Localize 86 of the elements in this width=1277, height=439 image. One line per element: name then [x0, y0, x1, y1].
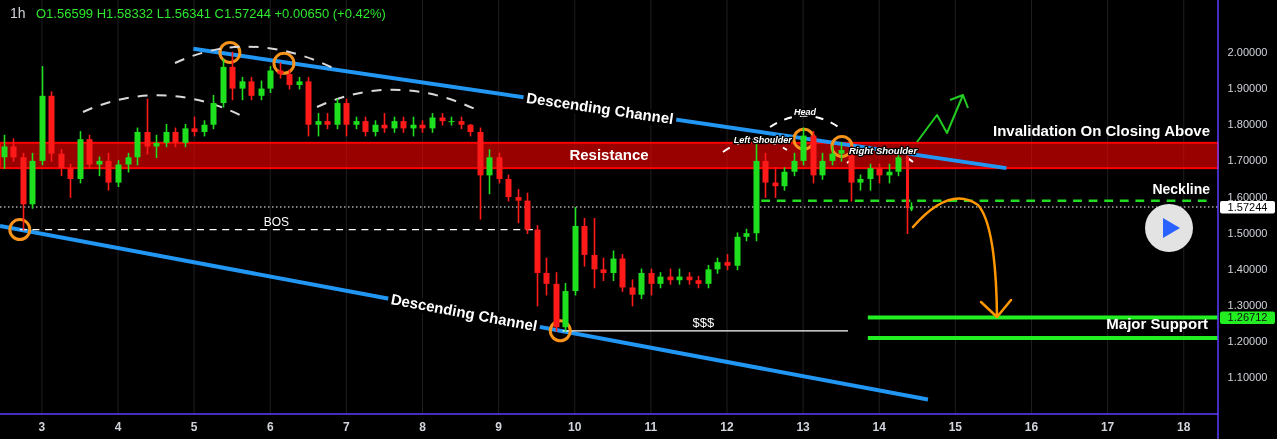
candlestick [105, 152, 112, 191]
candlestick [486, 149, 493, 195]
x-tick-label: 10 [568, 420, 582, 434]
candlestick [258, 80, 265, 101]
candlestick [648, 268, 655, 296]
point [218, 40, 242, 64]
candlestick [286, 69, 293, 90]
candlestick [58, 149, 65, 177]
y-tick-label: 2.00000 [1227, 45, 1268, 58]
candlestick [838, 142, 845, 162]
y-tick-label: 1.90000 [1227, 82, 1268, 95]
candlestick [125, 152, 132, 173]
candlestick [496, 152, 503, 184]
candlestick [163, 123, 170, 148]
candlestick [210, 95, 217, 130]
x-tick-label: 15 [948, 420, 963, 434]
x-tick-label: 9 [495, 420, 503, 434]
candlestick [705, 264, 712, 289]
candlestick [600, 257, 607, 282]
chart-title: 1h [10, 5, 26, 21]
x-tick-label: 3 [38, 420, 46, 434]
y-tick-label: 1.50000 [1227, 226, 1268, 239]
candlestick [829, 145, 836, 166]
candlestick [781, 167, 788, 191]
candlestick [610, 250, 617, 282]
candlestick [791, 152, 798, 177]
candlestick [267, 66, 274, 93]
annotation: Major Support [1106, 315, 1208, 332]
candlestick [867, 163, 874, 191]
candlestick [343, 98, 350, 137]
candlestick [191, 116, 198, 137]
candlestick [819, 152, 826, 180]
x-tick-label: 6 [266, 420, 274, 434]
candlestick [638, 268, 645, 300]
x-tick-label: 11 [644, 420, 658, 434]
x-tick-label: 18 [1177, 420, 1191, 434]
x-tick-label: 5 [190, 420, 198, 434]
y-tick-label: 1.20000 [1227, 335, 1268, 348]
point [272, 51, 296, 75]
x-tick-label: 16 [1024, 420, 1039, 434]
y-tick-label: 1.70000 [1227, 154, 1268, 167]
candlestick [248, 76, 255, 101]
annotation: Invalidation On Closing Above [993, 122, 1210, 139]
x-tick-label: 8 [419, 420, 427, 434]
annotation: Head [793, 107, 817, 117]
x-tick-label: 4 [114, 420, 122, 434]
candlestick [67, 163, 74, 198]
candlestick [315, 113, 322, 137]
text: O1.56599 H1.58332 L1.56341 C1.57244 +0.00650 (+0.42%) [36, 6, 386, 21]
candlestick [629, 279, 636, 307]
x-tick-label: 12 [720, 420, 734, 434]
candlestick [239, 76, 246, 101]
candlestick [96, 156, 103, 177]
y-tick-label: 1.40000 [1227, 262, 1268, 275]
y-tick-label: 1.30000 [1227, 299, 1268, 312]
candlestick [515, 189, 522, 224]
data-label: 1.26712 [1227, 311, 1268, 324]
candlestick [362, 116, 369, 137]
annotation: Right Shoulder [849, 144, 919, 156]
ref-line-label: 1.57244 [1227, 201, 1268, 214]
candlestick [144, 98, 151, 155]
y-tick-label: 1.80000 [1227, 118, 1268, 131]
candlestick [505, 174, 512, 202]
band-label: Resistance [569, 146, 649, 164]
candlestick [762, 152, 769, 198]
candlestick [229, 51, 236, 101]
candlestick [115, 160, 122, 188]
y-tick-label: 1.10000 [1227, 371, 1268, 384]
annotation: $$$ [692, 315, 715, 331]
x-tick-label: 17 [1100, 420, 1115, 434]
candlestick [10, 138, 17, 162]
candlestick [429, 113, 436, 133]
candlestick [182, 123, 189, 148]
x-tick-label: 14 [872, 420, 887, 434]
x-tick-label: 7 [343, 420, 351, 434]
candlestick [543, 257, 550, 296]
candlestick [1, 134, 8, 169]
candlestick [172, 127, 179, 148]
annotation: Neckline [1152, 181, 1211, 197]
annotation: BOS [263, 214, 290, 229]
x-tick-label: 13 [796, 420, 811, 434]
candlestick [876, 163, 883, 184]
y-tick-label: 1.60000 [1227, 190, 1268, 203]
candlestick [591, 217, 598, 289]
candlestick [334, 98, 341, 130]
point [8, 218, 32, 242]
